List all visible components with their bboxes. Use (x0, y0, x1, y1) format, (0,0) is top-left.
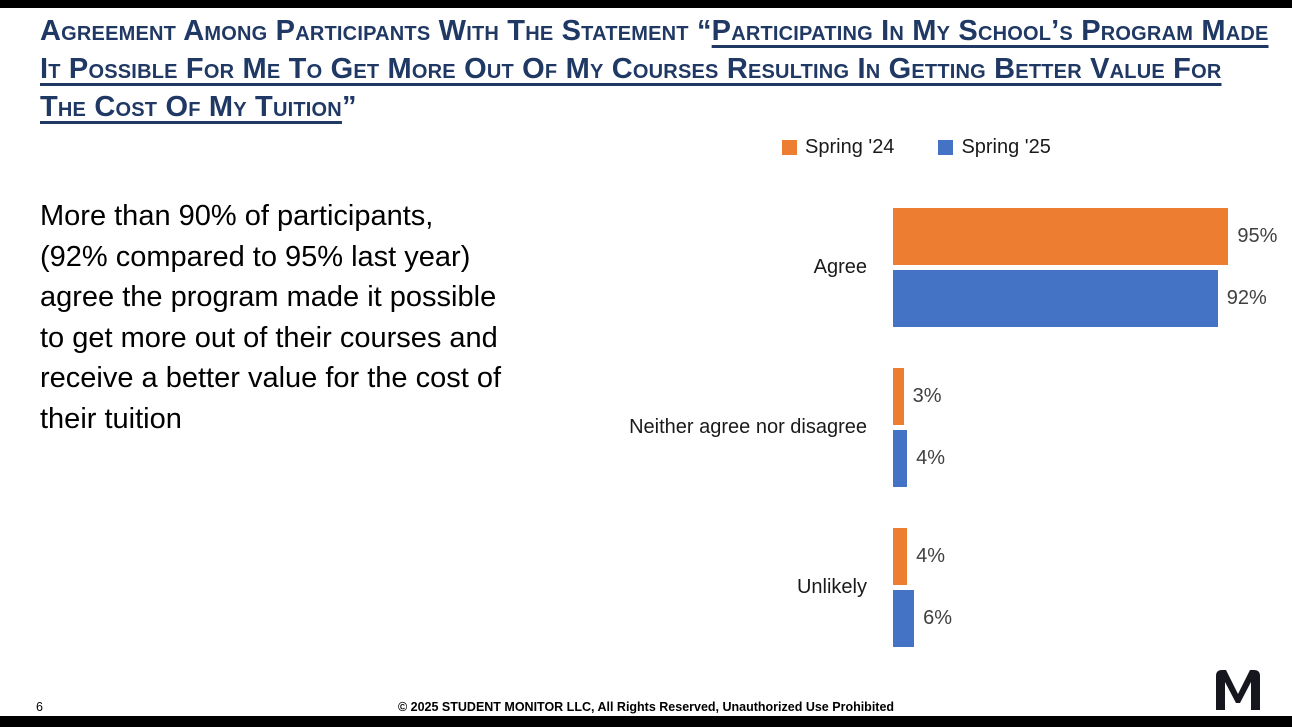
chart-legend: Spring '24 Spring '25 (782, 136, 1051, 159)
legend-item-spring-25: Spring '25 (938, 136, 1051, 159)
bar-value-label: 95% (1237, 225, 1278, 247)
copyright-text: © 2025 STUDENT MONITOR LLC, All Rights R… (397, 700, 895, 714)
bar-group-unlikely: Unlikely 4% 6% (560, 528, 1277, 647)
bar-spring-25-unlikely (893, 590, 915, 647)
category-label: Unlikely (796, 576, 867, 598)
legend-swatch-spring-24 (782, 140, 797, 155)
title-underlined-statement: Participating In My School’s Program Mad… (40, 15, 1269, 123)
bottom-black-bar (0, 716, 1292, 727)
m-logo-icon (1216, 670, 1260, 710)
bar-group-neither-agree-nor-disagree: Neither agree nor disagree 3% 4% (560, 368, 1277, 487)
bar-value-label: 6% (923, 607, 953, 629)
page-number: 6 (36, 700, 43, 714)
bar-row: 4% (893, 528, 952, 585)
bar-spring-24-neither-agree-nor-disagree (893, 368, 904, 425)
title-suffix: ” (341, 91, 357, 123)
title-prefix: Agreement Among Participants With The St… (40, 15, 712, 47)
bar-row: 3% (893, 368, 945, 425)
category-label: Agree (813, 256, 867, 278)
bar-chart: Agree 95% 92% Neither agree nor disagree 3% 4… (560, 208, 1277, 688)
body-text: More than 90% of participants, (92% comp… (40, 200, 502, 435)
bar-row: 95% (893, 208, 1277, 265)
category-label: Neither agree nor disagree (629, 416, 867, 438)
bar-row: 4% (893, 430, 945, 487)
student-monitor-logo (1212, 666, 1264, 712)
legend-label: Spring '24 (805, 136, 895, 158)
slide-title: Agreement Among Participants With The St… (40, 12, 1275, 126)
bar-value-label: 92% (1226, 287, 1267, 309)
bar-spring-24-unlikely (893, 528, 908, 585)
bar-stack: 4% 6% (893, 528, 952, 647)
legend-item-spring-24: Spring '24 (782, 136, 894, 159)
bar-row: 6% (893, 590, 952, 647)
bar-value-label: 4% (916, 447, 946, 469)
legend-swatch-spring-25 (938, 140, 954, 155)
bar-value-label: 3% (912, 385, 942, 407)
bar-spring-24-agree (893, 208, 1229, 265)
bar-stack: 3% 4% (893, 368, 945, 487)
bar-value-label: 4% (916, 545, 946, 567)
bar-stack: 95% 92% (893, 208, 1277, 327)
bar-row: 92% (893, 270, 1277, 327)
legend-label: Spring '25 (961, 136, 1051, 158)
bar-spring-25-neither-agree-nor-disagree (893, 430, 908, 487)
bar-group-agree: Agree 95% 92% (560, 208, 1277, 327)
top-black-bar (0, 0, 1292, 8)
bar-spring-25-agree (893, 270, 1218, 327)
